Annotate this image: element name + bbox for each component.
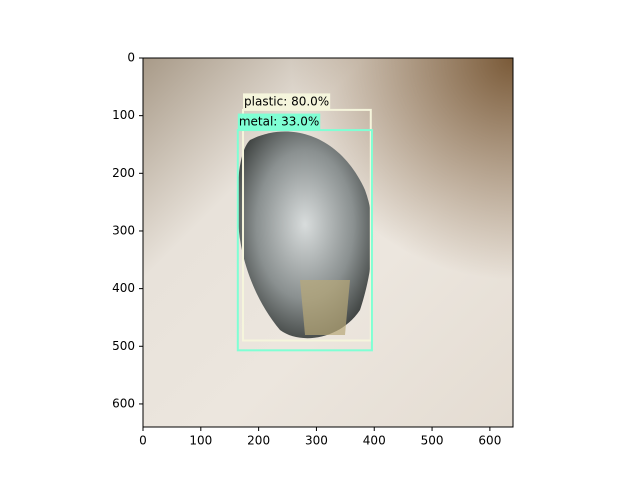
x-tick-label: 200 xyxy=(247,434,270,448)
box-label: plastic: 80.0% xyxy=(244,94,329,108)
label-background xyxy=(237,113,321,130)
bounding-box xyxy=(242,108,372,342)
x-tick-label: 600 xyxy=(478,434,501,448)
box-label: metal: 33.0% xyxy=(239,115,319,129)
x-tick-label: 0 xyxy=(139,434,147,448)
x-tick-label: 400 xyxy=(363,434,386,448)
y-tick-label: 500 xyxy=(112,339,135,353)
y-tick-label: 100 xyxy=(112,108,135,122)
label-background xyxy=(243,93,331,110)
x-tick-label: 500 xyxy=(421,434,444,448)
y-tick-label: 200 xyxy=(112,166,135,180)
y-tick-label: 300 xyxy=(112,223,135,237)
bounding-box xyxy=(236,129,373,352)
axes-frame xyxy=(142,57,514,428)
photo xyxy=(143,58,513,427)
y-tick-label: 600 xyxy=(112,396,135,410)
x-tick-label: 100 xyxy=(189,434,212,448)
x-tick-label: 300 xyxy=(305,434,328,448)
y-tick-label: 400 xyxy=(112,281,135,295)
y-tick-label: 0 xyxy=(127,51,135,65)
